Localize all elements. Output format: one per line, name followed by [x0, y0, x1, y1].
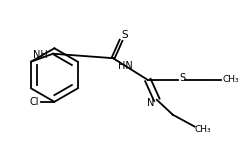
Text: HN: HN — [118, 61, 133, 71]
Text: N: N — [147, 98, 155, 108]
Text: S: S — [122, 30, 128, 40]
Text: CH₃: CH₃ — [194, 125, 211, 134]
Text: S: S — [180, 73, 186, 83]
Text: Cl: Cl — [30, 97, 39, 107]
Text: CH₃: CH₃ — [222, 76, 239, 84]
Text: NH: NH — [33, 50, 48, 60]
